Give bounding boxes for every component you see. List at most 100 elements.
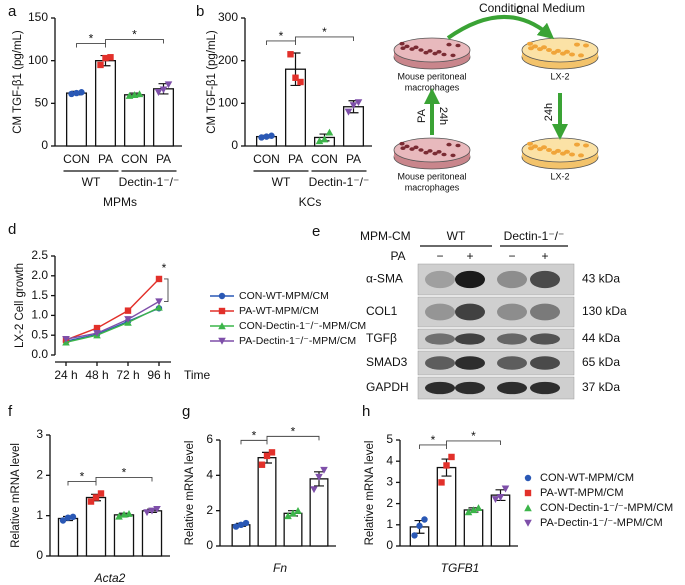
blot-band xyxy=(455,303,485,321)
data-point xyxy=(69,513,77,521)
data-point xyxy=(297,78,304,86)
data-point xyxy=(62,335,70,343)
bar xyxy=(257,457,277,547)
y-tick-label: 2.5 xyxy=(31,248,48,262)
significance-bracket xyxy=(266,435,320,441)
x-tick-label: CON xyxy=(253,152,280,166)
y-axis-title: Relative mRNA level xyxy=(184,441,196,546)
blot-band xyxy=(425,356,455,370)
cell xyxy=(569,52,575,57)
series-line xyxy=(65,306,160,344)
blot-band xyxy=(425,333,455,345)
data-point xyxy=(258,134,265,141)
cell xyxy=(413,45,419,50)
cell xyxy=(423,150,429,155)
weight-label: 65 kDa xyxy=(582,355,620,369)
significance-label: * xyxy=(279,29,284,43)
y-tick-label: 4 xyxy=(206,468,213,482)
group-title: MPMs xyxy=(103,195,137,209)
legend-marker xyxy=(218,307,226,315)
y-tick-label: 1.0 xyxy=(31,308,48,322)
blot-band xyxy=(497,270,527,289)
significance-bracket xyxy=(295,36,354,41)
y-tick-label: 1.5 xyxy=(31,288,48,302)
blot-group: Dectin-1⁻/⁻ xyxy=(504,229,565,243)
bar xyxy=(65,92,88,147)
legend-marker xyxy=(218,337,226,345)
data-point xyxy=(464,508,473,516)
data-point xyxy=(310,486,318,494)
y-tick-label: 1 xyxy=(36,508,43,522)
blot-band xyxy=(425,303,455,321)
significance-label: * xyxy=(80,470,85,484)
y-tick-label: 300 xyxy=(218,10,238,24)
y-tick-label: 0.5 xyxy=(31,327,48,341)
y-axis-title: CM TGF-β1 (pg/mL) xyxy=(206,30,218,134)
cell xyxy=(427,149,433,153)
blot-strip xyxy=(417,328,575,350)
x-tick-label: CON xyxy=(311,152,338,166)
y-tick-label: 2.0 xyxy=(31,268,48,282)
legend-label: PA-WT-MPM/CM xyxy=(239,305,319,317)
data-point xyxy=(421,516,428,523)
data-point xyxy=(155,275,163,283)
data-point xyxy=(125,509,133,517)
protein-label: α-SMA xyxy=(366,272,403,286)
y-tick-label: 0 xyxy=(206,538,213,552)
data-point xyxy=(87,498,95,505)
y-tick-label: 0 xyxy=(231,138,238,152)
data-point xyxy=(411,532,418,539)
blot-band xyxy=(530,381,560,395)
x-tick-label: PA xyxy=(98,152,113,166)
legend-marker xyxy=(524,519,532,527)
significance-label: * xyxy=(322,25,327,39)
cell xyxy=(409,47,415,51)
y-axis-title: CM TGF-β1 (pg/mL) xyxy=(12,30,24,134)
dish-label: macrophages xyxy=(405,182,460,192)
cell xyxy=(399,41,405,46)
data-point xyxy=(289,509,297,517)
legend-label: CON-Dectin-1⁻/⁻-MPM/CM xyxy=(540,502,673,514)
panel-label: h xyxy=(362,403,370,420)
y-tick-label: 4 xyxy=(386,453,393,467)
x-tick-label: CON xyxy=(121,152,148,166)
x-tick-label: PA xyxy=(288,152,303,166)
cell xyxy=(583,143,589,148)
cell xyxy=(455,143,461,148)
y-axis-title: Relative mRNA level xyxy=(364,441,376,546)
y-tick-label: 100 xyxy=(28,53,48,67)
x-tick-label: PA xyxy=(156,152,171,166)
y-tick-label: 6 xyxy=(206,432,213,446)
lane-sign: − xyxy=(436,249,443,263)
data-point xyxy=(73,89,80,97)
data-point xyxy=(232,523,240,530)
legend-label: CON-WT-MPM/CM xyxy=(239,290,329,302)
series-line xyxy=(65,300,160,340)
blot-band xyxy=(455,381,485,395)
x-tick-label: 24 h xyxy=(54,368,77,382)
data-point xyxy=(155,303,163,311)
data-point xyxy=(124,307,132,314)
legend-marker xyxy=(524,474,532,482)
bar xyxy=(57,517,79,557)
data-point xyxy=(294,506,302,514)
cell xyxy=(423,50,429,55)
data-point xyxy=(258,461,266,468)
cell xyxy=(399,141,405,146)
lane-sign: + xyxy=(466,249,473,263)
y-tick-label: 50 xyxy=(35,96,49,110)
bar xyxy=(463,509,484,547)
cell xyxy=(432,51,438,56)
significance-label: * xyxy=(431,433,436,447)
cell xyxy=(528,46,534,51)
cell xyxy=(528,146,534,151)
significance-label: * xyxy=(291,425,296,439)
data-point xyxy=(315,473,323,481)
group-title: KCs xyxy=(299,195,322,209)
significance-bracket xyxy=(164,278,169,302)
data-point xyxy=(320,135,329,143)
legend-label: PA-WT-MPM/CM xyxy=(540,487,624,499)
data-point xyxy=(93,330,101,337)
bar xyxy=(94,60,117,147)
significance-label: * xyxy=(162,261,167,275)
